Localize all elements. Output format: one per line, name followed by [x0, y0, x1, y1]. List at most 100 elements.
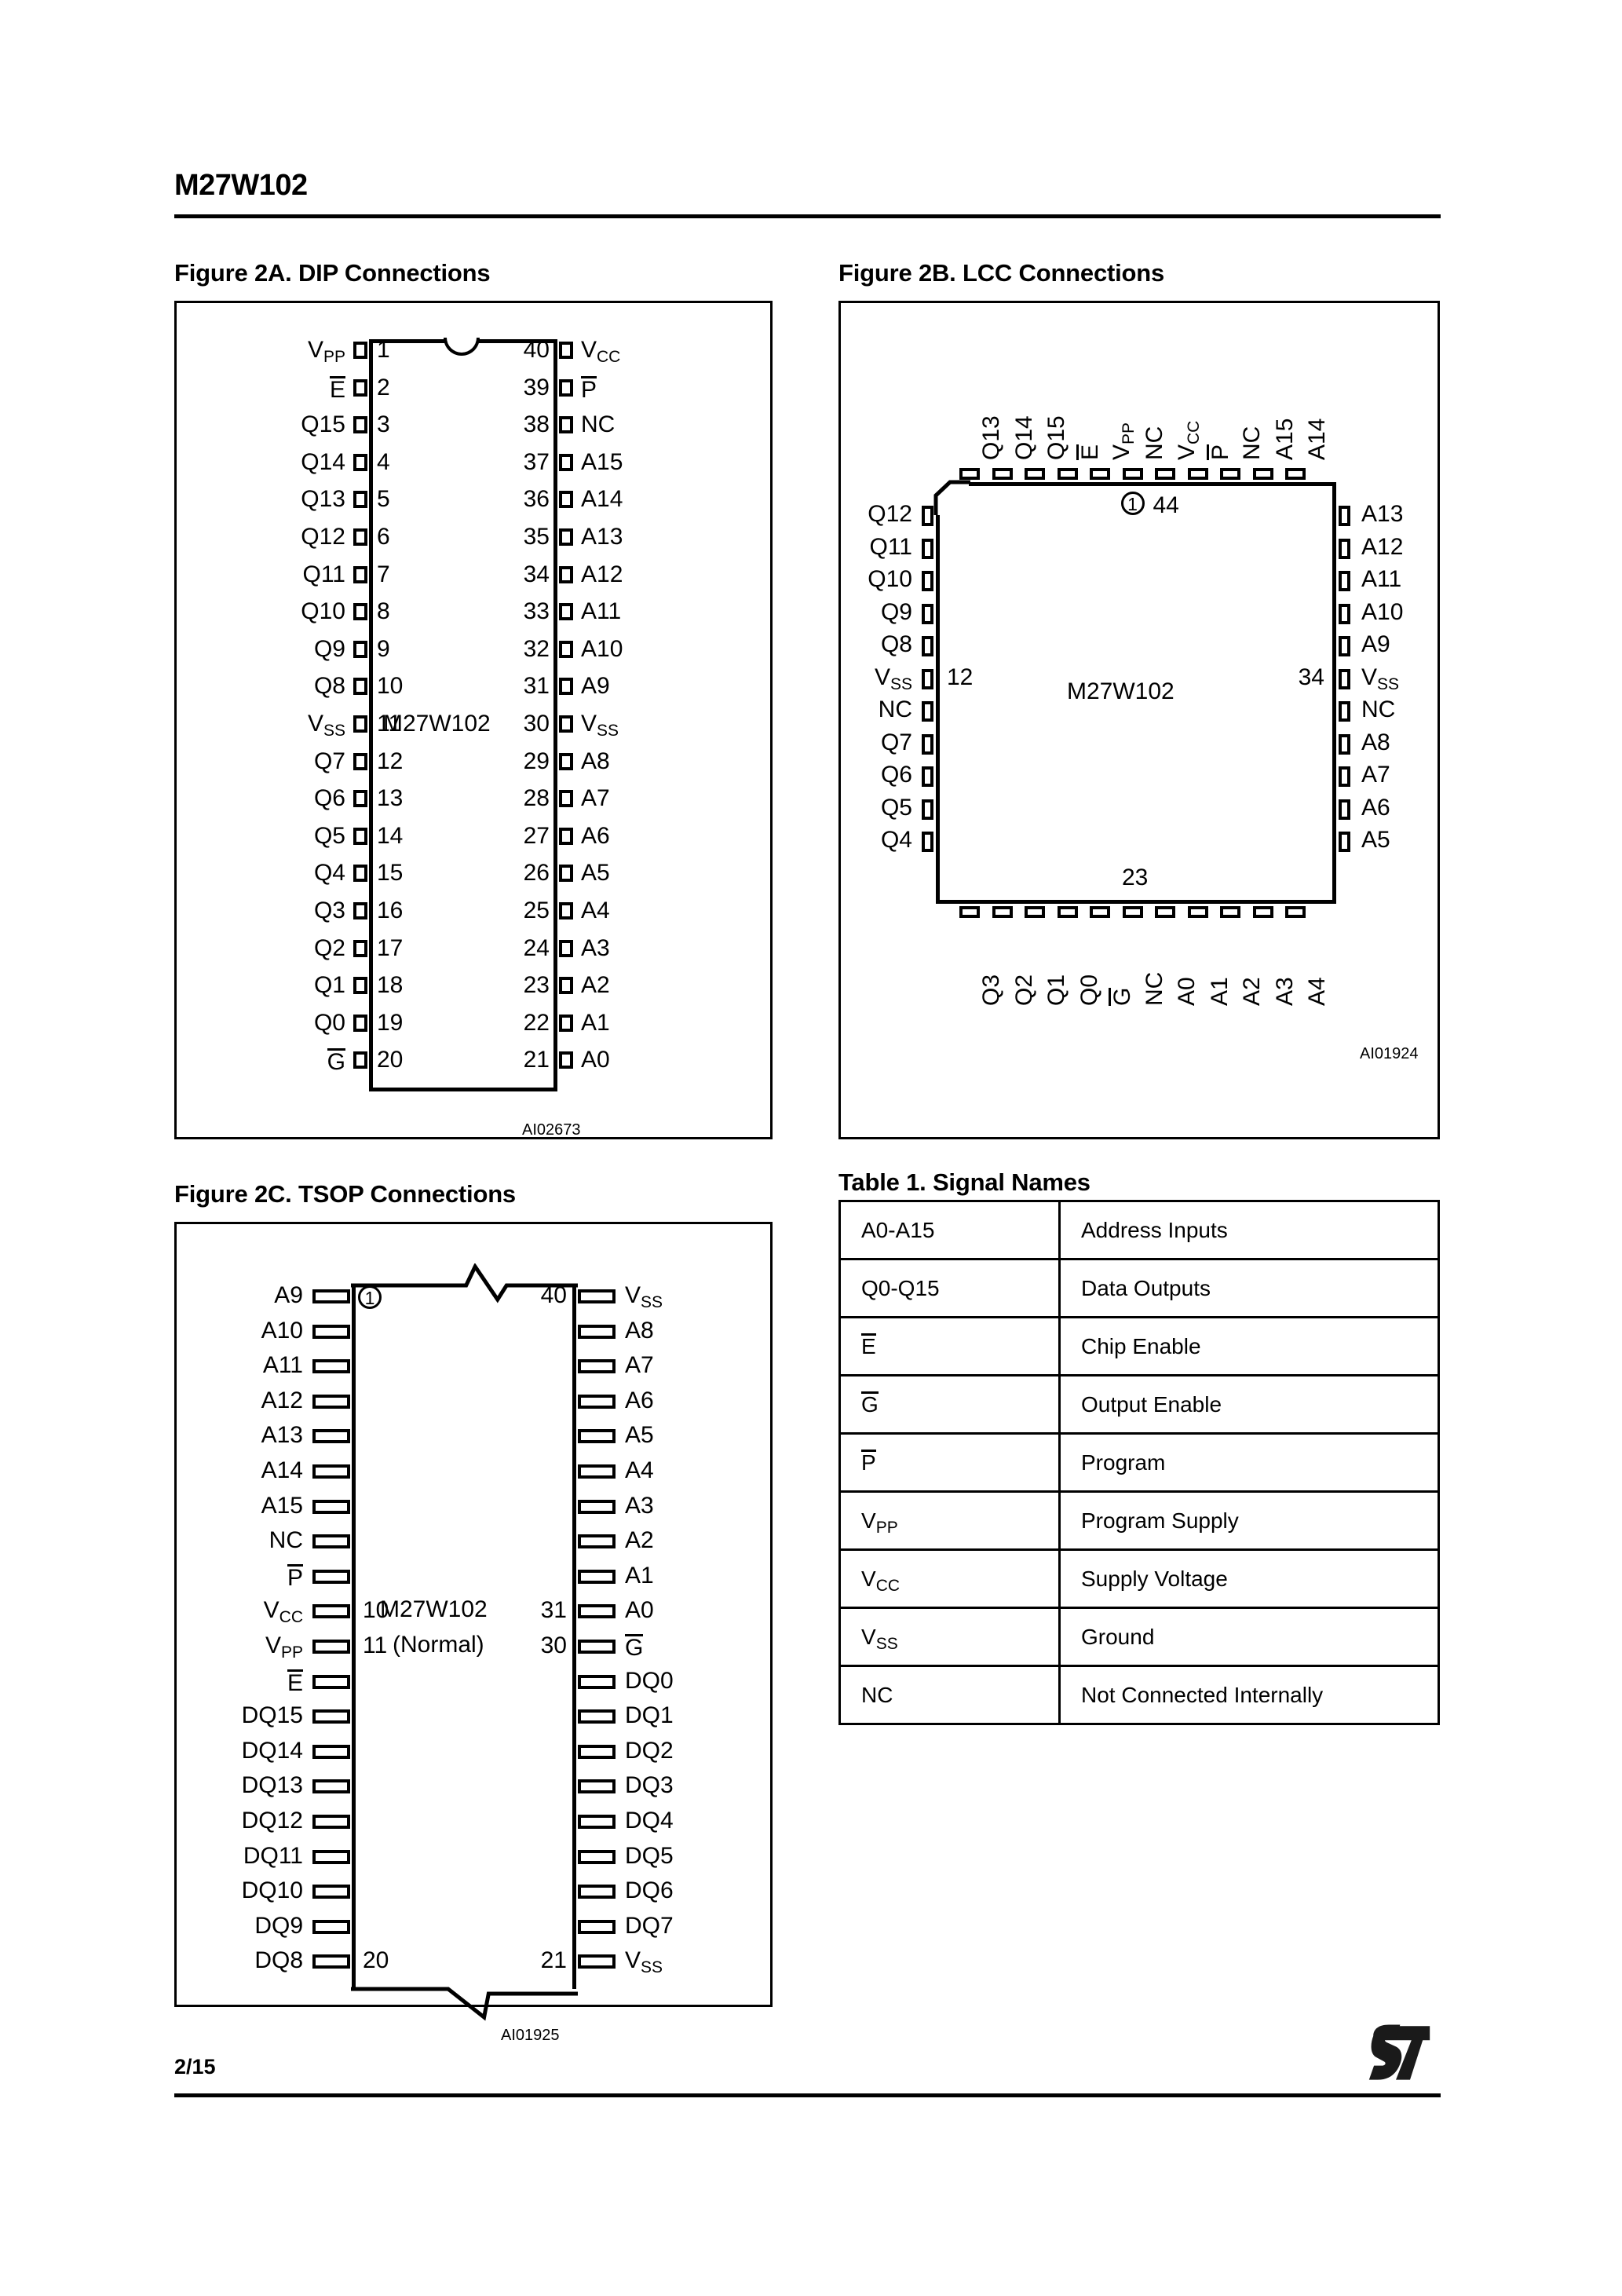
dip-left-pinnum-14: 14: [377, 822, 404, 849]
dip-right-signal-22: A1: [581, 1009, 610, 1036]
tsop-left-signal-18: DQ9: [254, 1912, 303, 1939]
tsop-left-signal-17: DQ10: [241, 1877, 303, 1904]
dip-right-signal-29: A8: [581, 748, 610, 774]
lcc-pin-left-7: [922, 733, 933, 755]
tsop-pin-left-17: [312, 1885, 350, 1899]
tsop-right-pinnum-30: 30: [540, 1632, 567, 1658]
tsop-left-signal-8: P: [287, 1563, 303, 1591]
dip-left-pinnum-9: 9: [377, 635, 390, 662]
tsop-right-signal-19: VSS: [625, 1947, 663, 1977]
lcc-pin-left-1: [922, 538, 933, 559]
lcc-pin-right-6: [1339, 701, 1350, 722]
tsop-pin-right-5: [578, 1464, 616, 1479]
dip-pin-right-28: [559, 790, 573, 808]
dip-right-pinnum-30: 30: [523, 711, 550, 737]
dip-right-pinnum-34: 34: [523, 561, 550, 587]
tsop-pin-right-10: [578, 1640, 616, 1654]
tsop-right-signal-5: A4: [625, 1457, 654, 1483]
st-logo-icon: [1368, 2024, 1430, 2080]
table-row: P Program: [838, 1432, 1440, 1493]
tsop-pin-right-1: [578, 1324, 616, 1339]
tsop-right-signal-9: A0: [625, 1597, 654, 1624]
lcc-top-signal-2: Q15: [1043, 415, 1069, 460]
lcc-right-signal-4: A9: [1361, 631, 1390, 657]
dip-left-signal-12: Q7: [313, 748, 345, 774]
dip-pin-left-1: [353, 342, 367, 359]
dip-right-signal-25: A4: [581, 898, 610, 923]
dip-left-pinnum-8: 8: [377, 598, 390, 625]
tsop-pin-left-3: [312, 1394, 350, 1409]
dip-right-signal-31: A9: [581, 673, 610, 700]
lcc-right-signal-6: NC: [1361, 696, 1396, 722]
dip-pin-left-3: [353, 416, 367, 434]
lcc-pin-bottom-5: [1122, 906, 1143, 918]
dip-pin-right-37: [559, 453, 573, 471]
tsop-pin-left-5: [312, 1464, 350, 1479]
dip-figure-code: AI02673: [522, 1121, 581, 1139]
tsop-pin-left-7: [312, 1534, 350, 1549]
tsop-right-signal-11: DQ0: [625, 1667, 674, 1694]
dip-right-signal-32: A10: [581, 635, 623, 662]
tsop-pin-left-4: [312, 1429, 350, 1444]
tsop-left-signal-19: DQ8: [254, 1947, 303, 1974]
dip-pin-right-34: [559, 565, 573, 583]
tsop-pin-right-4: [578, 1429, 616, 1444]
header-rule: [174, 214, 1441, 218]
dip-left-pinnum-5: 5: [377, 486, 390, 513]
tsop-chip-label: M27W102: [380, 1596, 488, 1623]
dip-right-pinnum-32: 32: [523, 635, 550, 662]
lcc-top-signal-9: A15: [1271, 418, 1298, 460]
dip-pin-left-10: [353, 678, 367, 696]
figure-2a-caption: Figure 2A. DIP Connections: [174, 259, 491, 287]
dip-pin-right-38: [559, 416, 573, 434]
signal-desc-cell-3: Output Enable: [1058, 1374, 1440, 1435]
tsop-left-signal-0: A9: [274, 1282, 303, 1308]
dip-pin-right-35: [559, 528, 573, 546]
dip-right-signal-21: A0: [581, 1047, 610, 1073]
dip-left-signal-13: Q6: [313, 785, 345, 812]
signal-desc-cell-5: Program Supply: [1058, 1490, 1440, 1551]
dip-right-signal-35: A13: [581, 524, 623, 550]
dip-left-signal-11: VSS: [307, 711, 345, 740]
tsop-right-signal-7: A2: [625, 1527, 654, 1554]
table-row: A0-A15 Address Inputs: [838, 1200, 1440, 1260]
dip-pin-right-33: [559, 603, 573, 621]
lcc-pin-left-4: [922, 636, 933, 656]
lcc-pin-right-0: [1339, 506, 1350, 526]
dip-left-pinnum-13: 13: [377, 785, 404, 812]
dip-left-pinnum-7: 7: [377, 561, 390, 587]
lcc-bottom-signal-8: A2: [1239, 977, 1265, 1006]
dip-left-signal-5: Q13: [301, 486, 345, 513]
tsop-pin-left-14: [312, 1779, 350, 1794]
signal-name-cell-8: NC: [838, 1665, 1061, 1725]
tsop-pin-left-10: [312, 1640, 350, 1654]
dip-left-pinnum-15: 15: [377, 860, 404, 887]
lcc-pin44-label: 44: [1153, 492, 1179, 518]
lcc-right-signal-8: A7: [1361, 762, 1390, 788]
tsop-pin-right-9: [578, 1604, 616, 1619]
dip-pin-left-18: [353, 977, 367, 995]
dip-pin-right-32: [559, 640, 573, 658]
lcc-pin-bottom-2: [1025, 906, 1045, 918]
lcc-left-signal-0: Q12: [868, 501, 912, 527]
dip-pin-left-15: [353, 865, 367, 883]
signal-name-cell-6: VCC: [838, 1548, 1061, 1609]
lcc-top-signal-7: P: [1206, 444, 1233, 460]
lcc-top-signal-4: VPP: [1109, 422, 1138, 460]
dip-pin-right-22: [559, 1014, 573, 1032]
tsop-right-signal-3: A6: [625, 1387, 654, 1413]
dip-right-pinnum-29: 29: [523, 748, 550, 774]
tsop-left-signal-9: VCC: [263, 1597, 303, 1627]
tsop-pin-right-7: [578, 1534, 616, 1549]
dip-pin-left-16: [353, 902, 367, 919]
signal-names-table: A0-A15 Address Inputs Q0-Q15 Data Outputs E C…: [838, 1200, 1440, 1725]
tsop-right-signal-1: A8: [625, 1317, 654, 1344]
lcc-left-signal-7: Q7: [880, 729, 912, 755]
tsop-right-pinnum-31: 31: [540, 1597, 567, 1624]
lcc-left-signal-5: VSS: [874, 664, 912, 693]
lcc-pin-left-0: [922, 506, 933, 526]
signal-desc-cell-1: Data Outputs: [1058, 1258, 1440, 1318]
tsop-left-pinnum-11: 11: [363, 1632, 388, 1658]
tsop-right-signal-2: A7: [625, 1352, 654, 1379]
dip-left-pinnum-16: 16: [377, 898, 404, 923]
